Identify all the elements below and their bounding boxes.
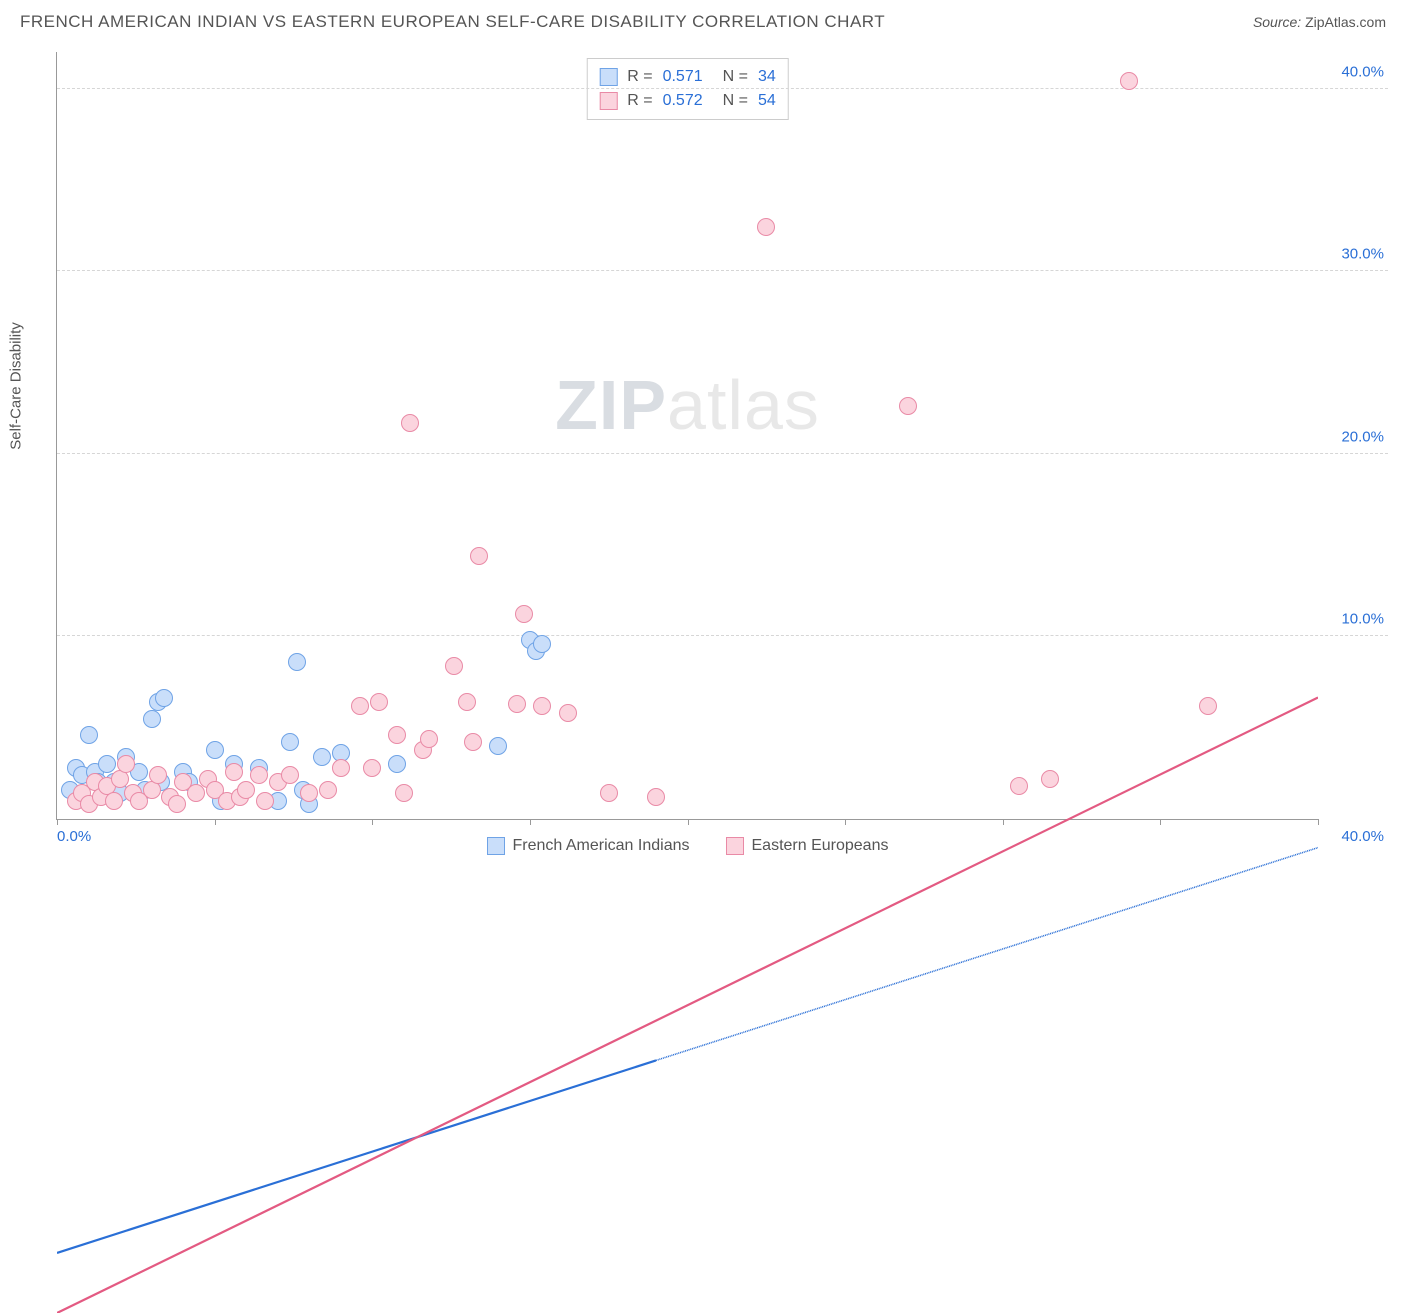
legend-swatch <box>599 92 617 110</box>
data-point <box>401 414 419 432</box>
y-tick-label: 10.0% <box>1341 611 1384 628</box>
watermark-atlas: atlas <box>667 366 820 444</box>
stats-row: R = 0.572 N = 54 <box>599 89 776 113</box>
legend-swatch <box>726 837 744 855</box>
data-point <box>313 748 331 766</box>
x-tick-label: 0.0% <box>57 828 91 845</box>
data-point <box>300 784 318 802</box>
r-label: R = <box>627 89 652 113</box>
legend-item: French American Indians <box>487 837 690 855</box>
x-tick <box>688 819 689 825</box>
source-label: Source: <box>1253 14 1301 30</box>
data-point <box>80 726 98 744</box>
x-tick <box>530 819 531 825</box>
y-axis-label: Self-Care Disability <box>8 322 25 450</box>
data-point <box>332 759 350 777</box>
x-tick <box>57 819 58 825</box>
data-point <box>559 704 577 722</box>
trend-lines <box>57 52 1318 1313</box>
data-point <box>281 766 299 784</box>
data-point <box>388 755 406 773</box>
r-value: 0.571 <box>663 65 703 89</box>
data-point <box>168 795 186 813</box>
gridline-h <box>57 453 1388 454</box>
data-point <box>600 784 618 802</box>
data-point <box>647 788 665 806</box>
n-value: 34 <box>758 65 776 89</box>
data-point <box>149 766 167 784</box>
watermark-zip: ZIP <box>555 366 667 444</box>
x-tick-label: 40.0% <box>1341 828 1384 845</box>
x-tick <box>1003 819 1004 825</box>
data-point <box>319 781 337 799</box>
chart-title: FRENCH AMERICAN INDIAN VS EASTERN EUROPE… <box>20 12 885 32</box>
y-tick-label: 20.0% <box>1341 428 1384 445</box>
data-point <box>395 784 413 802</box>
n-label: N = <box>723 65 748 89</box>
data-point <box>489 737 507 755</box>
data-point <box>155 689 173 707</box>
x-tick <box>215 819 216 825</box>
chart-container: Self-Care Disability ZIPatlas R =0.571N … <box>22 44 1388 864</box>
data-point <box>388 726 406 744</box>
r-value: 0.572 <box>663 89 703 113</box>
data-point <box>370 693 388 711</box>
x-tick <box>372 819 373 825</box>
x-tick <box>845 819 846 825</box>
data-point <box>98 755 116 773</box>
r-label: R = <box>627 65 652 89</box>
x-tick <box>1160 819 1161 825</box>
plot-area: ZIPatlas R =0.571N =34R =0.572N =54 Fren… <box>56 52 1318 820</box>
data-point <box>1010 777 1028 795</box>
data-point <box>206 741 224 759</box>
legend-label: French American Indians <box>513 837 690 855</box>
data-point <box>117 755 135 773</box>
data-point <box>515 605 533 623</box>
data-point <box>1041 770 1059 788</box>
legend-item: Eastern Europeans <box>726 837 889 855</box>
legend-swatch <box>599 68 617 86</box>
stats-row: R = 0.571 N = 34 <box>599 65 776 89</box>
bottom-legend: French American Indians Eastern Europeans <box>57 837 1318 855</box>
data-point <box>281 733 299 751</box>
data-point <box>351 697 369 715</box>
n-value: 54 <box>758 89 776 113</box>
data-point <box>899 397 917 415</box>
data-point <box>445 657 463 675</box>
source-value: ZipAtlas.com <box>1305 14 1386 30</box>
data-point <box>1199 697 1217 715</box>
data-point <box>250 766 268 784</box>
legend-swatch <box>487 837 505 855</box>
gridline-h <box>57 88 1388 89</box>
gridline-h <box>57 270 1388 271</box>
watermark: ZIPatlas <box>555 365 820 445</box>
x-tick <box>1318 819 1319 825</box>
y-tick-label: 40.0% <box>1341 63 1384 80</box>
data-point <box>256 792 274 810</box>
data-point <box>470 547 488 565</box>
stats-legend-box: R = 0.571 N = 34 R = 0.572 N = 54 <box>586 58 789 120</box>
source-attribution: Source: ZipAtlas.com <box>1253 14 1386 30</box>
data-point <box>458 693 476 711</box>
data-point <box>225 763 243 781</box>
y-tick-label: 30.0% <box>1341 246 1384 263</box>
n-label: N = <box>723 89 748 113</box>
data-point <box>363 759 381 777</box>
data-point <box>533 635 551 653</box>
data-point <box>1120 72 1138 90</box>
data-point <box>187 784 205 802</box>
data-point <box>757 218 775 236</box>
data-point <box>237 781 255 799</box>
legend-label: Eastern Europeans <box>752 837 889 855</box>
data-point <box>143 710 161 728</box>
data-point <box>105 792 123 810</box>
data-point <box>464 733 482 751</box>
data-point <box>288 653 306 671</box>
data-point <box>508 695 526 713</box>
gridline-h <box>57 635 1388 636</box>
data-point <box>420 730 438 748</box>
data-point <box>533 697 551 715</box>
